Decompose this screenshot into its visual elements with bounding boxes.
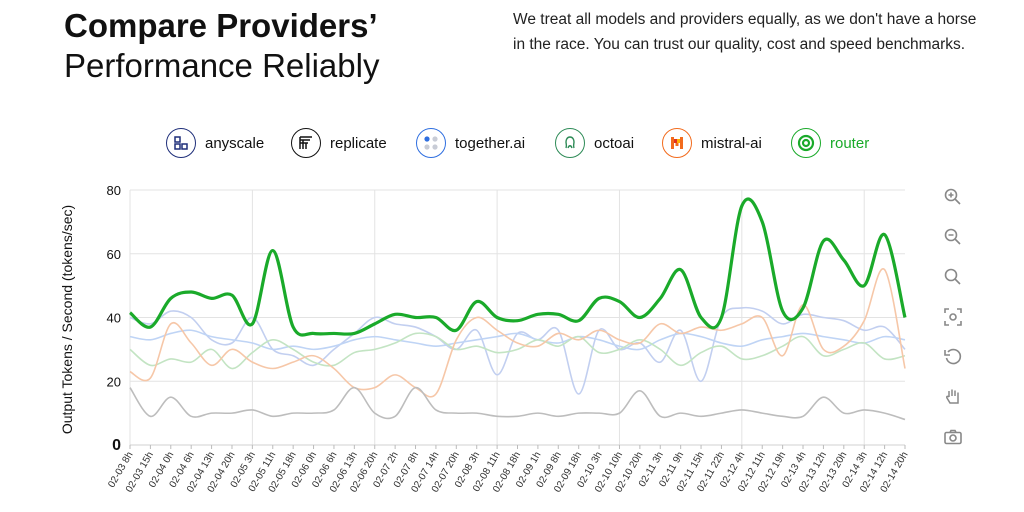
legend-label: mistral-ai — [701, 134, 762, 152]
y-axis-title: Output Tokens / Second (tokens/sec) — [59, 205, 75, 434]
series-line-together-ai — [129, 329, 906, 351]
legend-item-anyscale[interactable]: anyscale — [166, 124, 264, 162]
legend-label: octoai — [594, 134, 635, 152]
page-title: Compare Providers’ Performance Reliably — [64, 6, 379, 86]
pan-hand-icon[interactable] — [940, 384, 966, 410]
legend-item-router[interactable]: router — [791, 124, 869, 162]
replicate-icon — [291, 128, 321, 158]
series-line-replicate — [129, 386, 906, 421]
router-icon — [791, 128, 821, 158]
legend-item-replicate[interactable]: replicate — [291, 124, 387, 162]
legend-label: together.ai — [455, 134, 526, 152]
title-line-2: Performance Reliably — [64, 47, 380, 84]
y-tick-label: 40 — [107, 311, 121, 326]
series-line-octoai — [129, 332, 906, 370]
focus-icon[interactable] — [940, 304, 966, 330]
y-tick-label: 80 — [107, 183, 121, 198]
mistral-icon — [662, 128, 692, 158]
y-tick-label: 20 — [107, 374, 121, 389]
anyscale-icon — [166, 128, 196, 158]
y-tick-label: 0 — [112, 437, 121, 454]
zoom-out-icon[interactable] — [940, 224, 966, 250]
together-icon — [416, 128, 446, 158]
legend-item-octoai[interactable]: octoai — [555, 124, 634, 162]
y-tick-label: 60 — [107, 247, 121, 262]
camera-icon[interactable] — [940, 424, 966, 450]
chart-series — [128, 197, 907, 421]
title-line-1: Compare Providers’ — [64, 7, 378, 44]
chart-toolbar — [940, 184, 966, 464]
zoom-in-icon[interactable] — [940, 184, 966, 210]
chart-legend: anyscale replicate together.ai octoai mi… — [0, 124, 1024, 164]
description-text: We treat all models and providers equall… — [513, 11, 977, 53]
series-line-mistral-ai — [129, 268, 906, 398]
legend-item-together[interactable]: together.ai — [416, 124, 525, 162]
legend-label: replicate — [330, 134, 387, 152]
legend-label: anyscale — [205, 134, 265, 152]
legend-item-mistral[interactable]: mistral-ai — [662, 124, 762, 162]
legend-label: router — [830, 134, 870, 152]
zoom-search-icon[interactable] — [940, 264, 966, 290]
series-line-router — [128, 197, 907, 337]
octoai-icon — [555, 128, 585, 158]
series-line-anyscale — [129, 306, 906, 395]
reset-icon[interactable] — [940, 344, 966, 370]
